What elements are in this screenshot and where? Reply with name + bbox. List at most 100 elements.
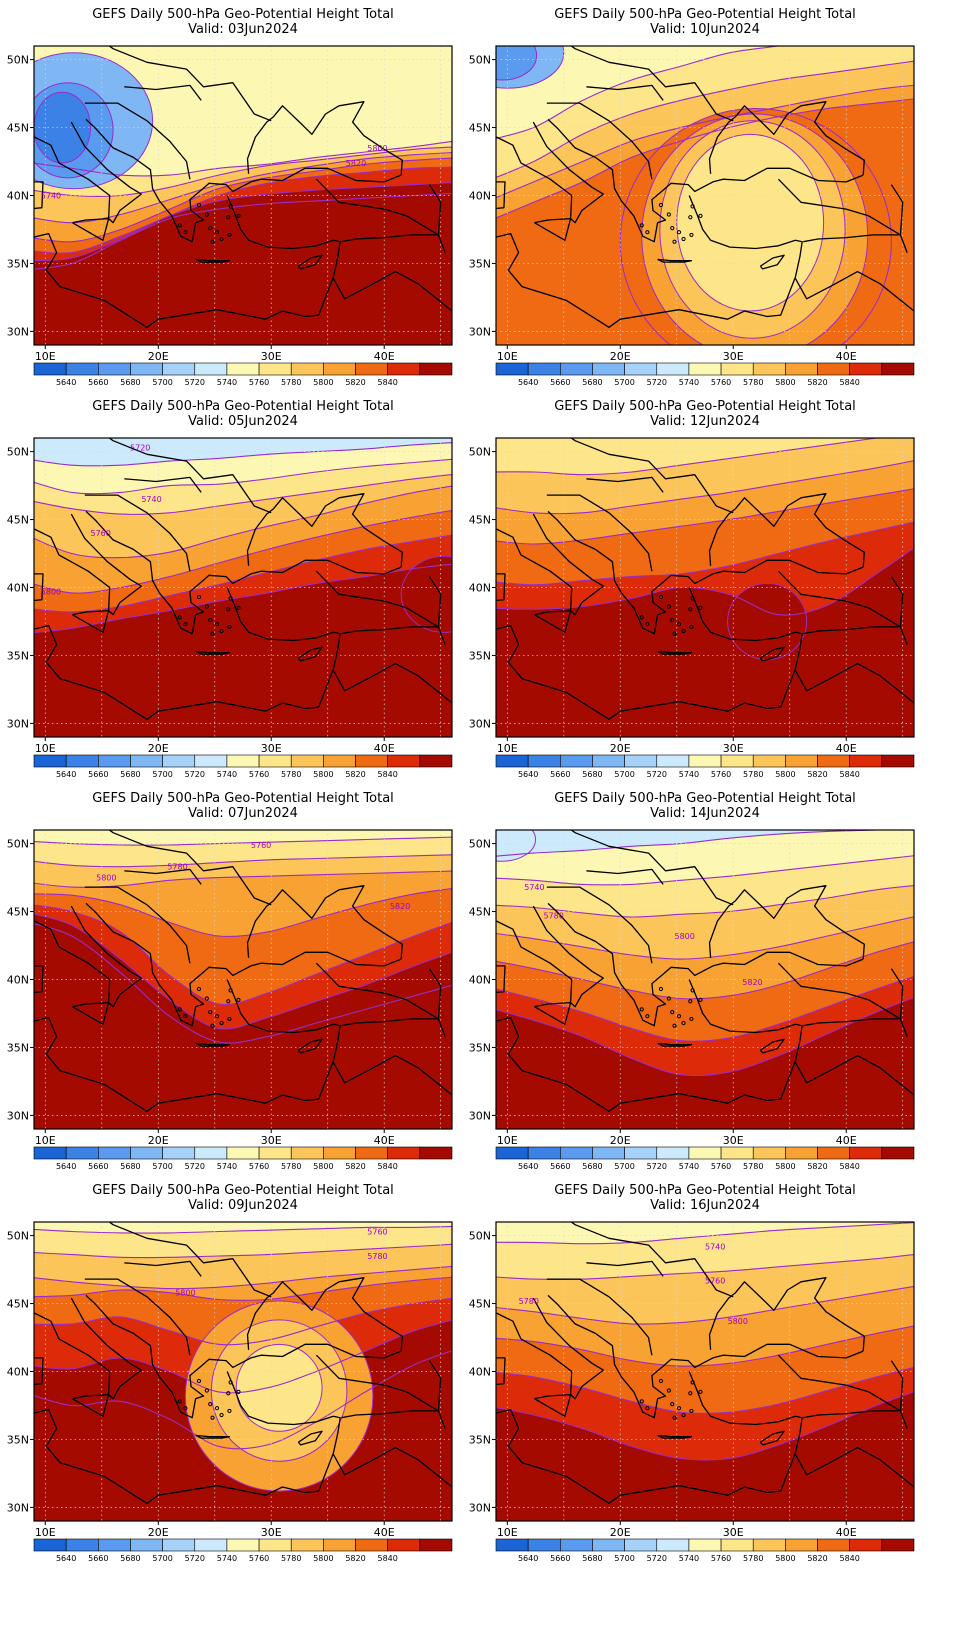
coastline bbox=[759, 1430, 785, 1446]
island bbox=[639, 1399, 644, 1404]
panel-valid-date: Valid: 05Jun2024 bbox=[188, 414, 298, 429]
coastline bbox=[84, 494, 191, 572]
island bbox=[183, 1406, 188, 1411]
height-band bbox=[496, 997, 914, 1129]
island bbox=[236, 997, 241, 1002]
colorbar-label: 5820 bbox=[345, 1554, 365, 1563]
coastline bbox=[84, 886, 191, 964]
x-tick-label: 20E bbox=[610, 742, 631, 755]
y-tick-label: 35N bbox=[7, 649, 29, 662]
colorbar-label: 5800 bbox=[313, 378, 333, 387]
coastline bbox=[341, 234, 446, 253]
colorbar-label: 5840 bbox=[378, 1162, 398, 1171]
island bbox=[676, 1406, 682, 1411]
island bbox=[658, 202, 664, 208]
colorbar-swatch bbox=[849, 362, 883, 376]
contour-label: 5740 bbox=[705, 1242, 725, 1251]
height-field bbox=[496, 46, 914, 345]
island bbox=[688, 1391, 693, 1396]
coastline bbox=[246, 885, 403, 960]
coastline bbox=[332, 1446, 452, 1488]
coastline bbox=[72, 609, 110, 633]
colorbar-label: 5700 bbox=[614, 1162, 634, 1171]
colorbar-label: 5680 bbox=[120, 378, 140, 387]
colorbar-swatch bbox=[98, 754, 131, 768]
contour-line bbox=[496, 996, 914, 1077]
contour-line bbox=[496, 1222, 914, 1245]
coastline bbox=[586, 476, 664, 493]
colorbar-swatch bbox=[624, 1538, 658, 1552]
island bbox=[214, 622, 220, 627]
island bbox=[214, 1406, 220, 1411]
colorbar-label: 5640 bbox=[518, 378, 538, 387]
island bbox=[208, 618, 213, 623]
island bbox=[690, 988, 695, 993]
coastline bbox=[657, 1042, 693, 1047]
colorbar-swatch bbox=[130, 362, 163, 376]
coastline bbox=[586, 84, 664, 101]
coastline bbox=[708, 1277, 865, 1352]
island bbox=[196, 594, 202, 600]
colorbar-label: 5640 bbox=[56, 770, 76, 779]
contour-line bbox=[496, 830, 888, 857]
x-tick-label: 40E bbox=[374, 742, 395, 755]
colorbar-swatch bbox=[720, 1146, 754, 1160]
panel-valid-date: Valid: 10Jun2024 bbox=[650, 22, 760, 37]
colorbar-swatch bbox=[817, 362, 850, 376]
colorbar-swatch bbox=[130, 1538, 163, 1552]
y-tick-label: 35N bbox=[469, 257, 491, 270]
contour-label: 5780 bbox=[367, 1252, 387, 1261]
y-tick-label: 40N bbox=[7, 974, 29, 987]
colorbar-label: 5780 bbox=[281, 378, 301, 387]
coastline bbox=[496, 181, 506, 210]
island bbox=[698, 213, 703, 218]
coastline bbox=[708, 885, 865, 960]
height-lobe bbox=[727, 582, 808, 661]
island bbox=[196, 986, 202, 992]
island bbox=[226, 607, 231, 612]
contour-label: 5760 bbox=[367, 1228, 387, 1237]
coastline bbox=[546, 494, 653, 572]
colorbar-swatch bbox=[881, 754, 915, 768]
colorbar-swatch bbox=[720, 1538, 754, 1552]
map-panel: GEFS Daily 500-hPa Geo-Potential Height … bbox=[469, 7, 915, 387]
y-tick-label: 45N bbox=[7, 1298, 29, 1311]
coastline bbox=[496, 121, 604, 224]
colorbar-swatch bbox=[849, 1146, 883, 1160]
colorbar-swatch bbox=[624, 754, 658, 768]
coastline bbox=[34, 573, 44, 602]
contour-label: 5800 bbox=[674, 932, 694, 941]
contour-line bbox=[34, 140, 452, 177]
contour-line bbox=[496, 855, 914, 886]
coastline bbox=[777, 962, 904, 1020]
colorbar-label: 5680 bbox=[582, 770, 602, 779]
contour-line bbox=[34, 1276, 452, 1301]
y-tick-label: 45N bbox=[469, 1298, 491, 1311]
island bbox=[645, 1406, 650, 1411]
contour-label: 5760 bbox=[251, 841, 271, 850]
coastline bbox=[315, 1354, 442, 1412]
colorbar-swatch bbox=[323, 1538, 356, 1552]
colorbar-label: 5840 bbox=[840, 1162, 860, 1171]
y-tick-label: 50N bbox=[7, 1230, 29, 1243]
x-tick-label: 40E bbox=[374, 1134, 395, 1147]
x-tick-label: 20E bbox=[148, 1526, 169, 1539]
colorbar-label: 5720 bbox=[647, 770, 667, 779]
contour-line bbox=[34, 887, 452, 938]
contour-label: 5780 bbox=[519, 1297, 539, 1306]
y-tick-label: 30N bbox=[469, 717, 491, 730]
colorbar-label: 5780 bbox=[281, 1554, 301, 1563]
y-tick-label: 45N bbox=[469, 906, 491, 919]
colorbar-label: 5840 bbox=[378, 770, 398, 779]
colorbar-swatch bbox=[355, 754, 388, 768]
island bbox=[177, 223, 182, 228]
coastline bbox=[586, 1260, 664, 1277]
colorbar-swatch bbox=[495, 1538, 529, 1552]
colorbar-swatch bbox=[720, 362, 754, 376]
colorbar-label: 5680 bbox=[120, 770, 140, 779]
island bbox=[183, 622, 188, 627]
contour-line bbox=[496, 46, 783, 139]
colorbar-swatch bbox=[624, 362, 658, 376]
x-tick-label: 10E bbox=[35, 1526, 56, 1539]
y-tick-label: 50N bbox=[7, 446, 29, 459]
